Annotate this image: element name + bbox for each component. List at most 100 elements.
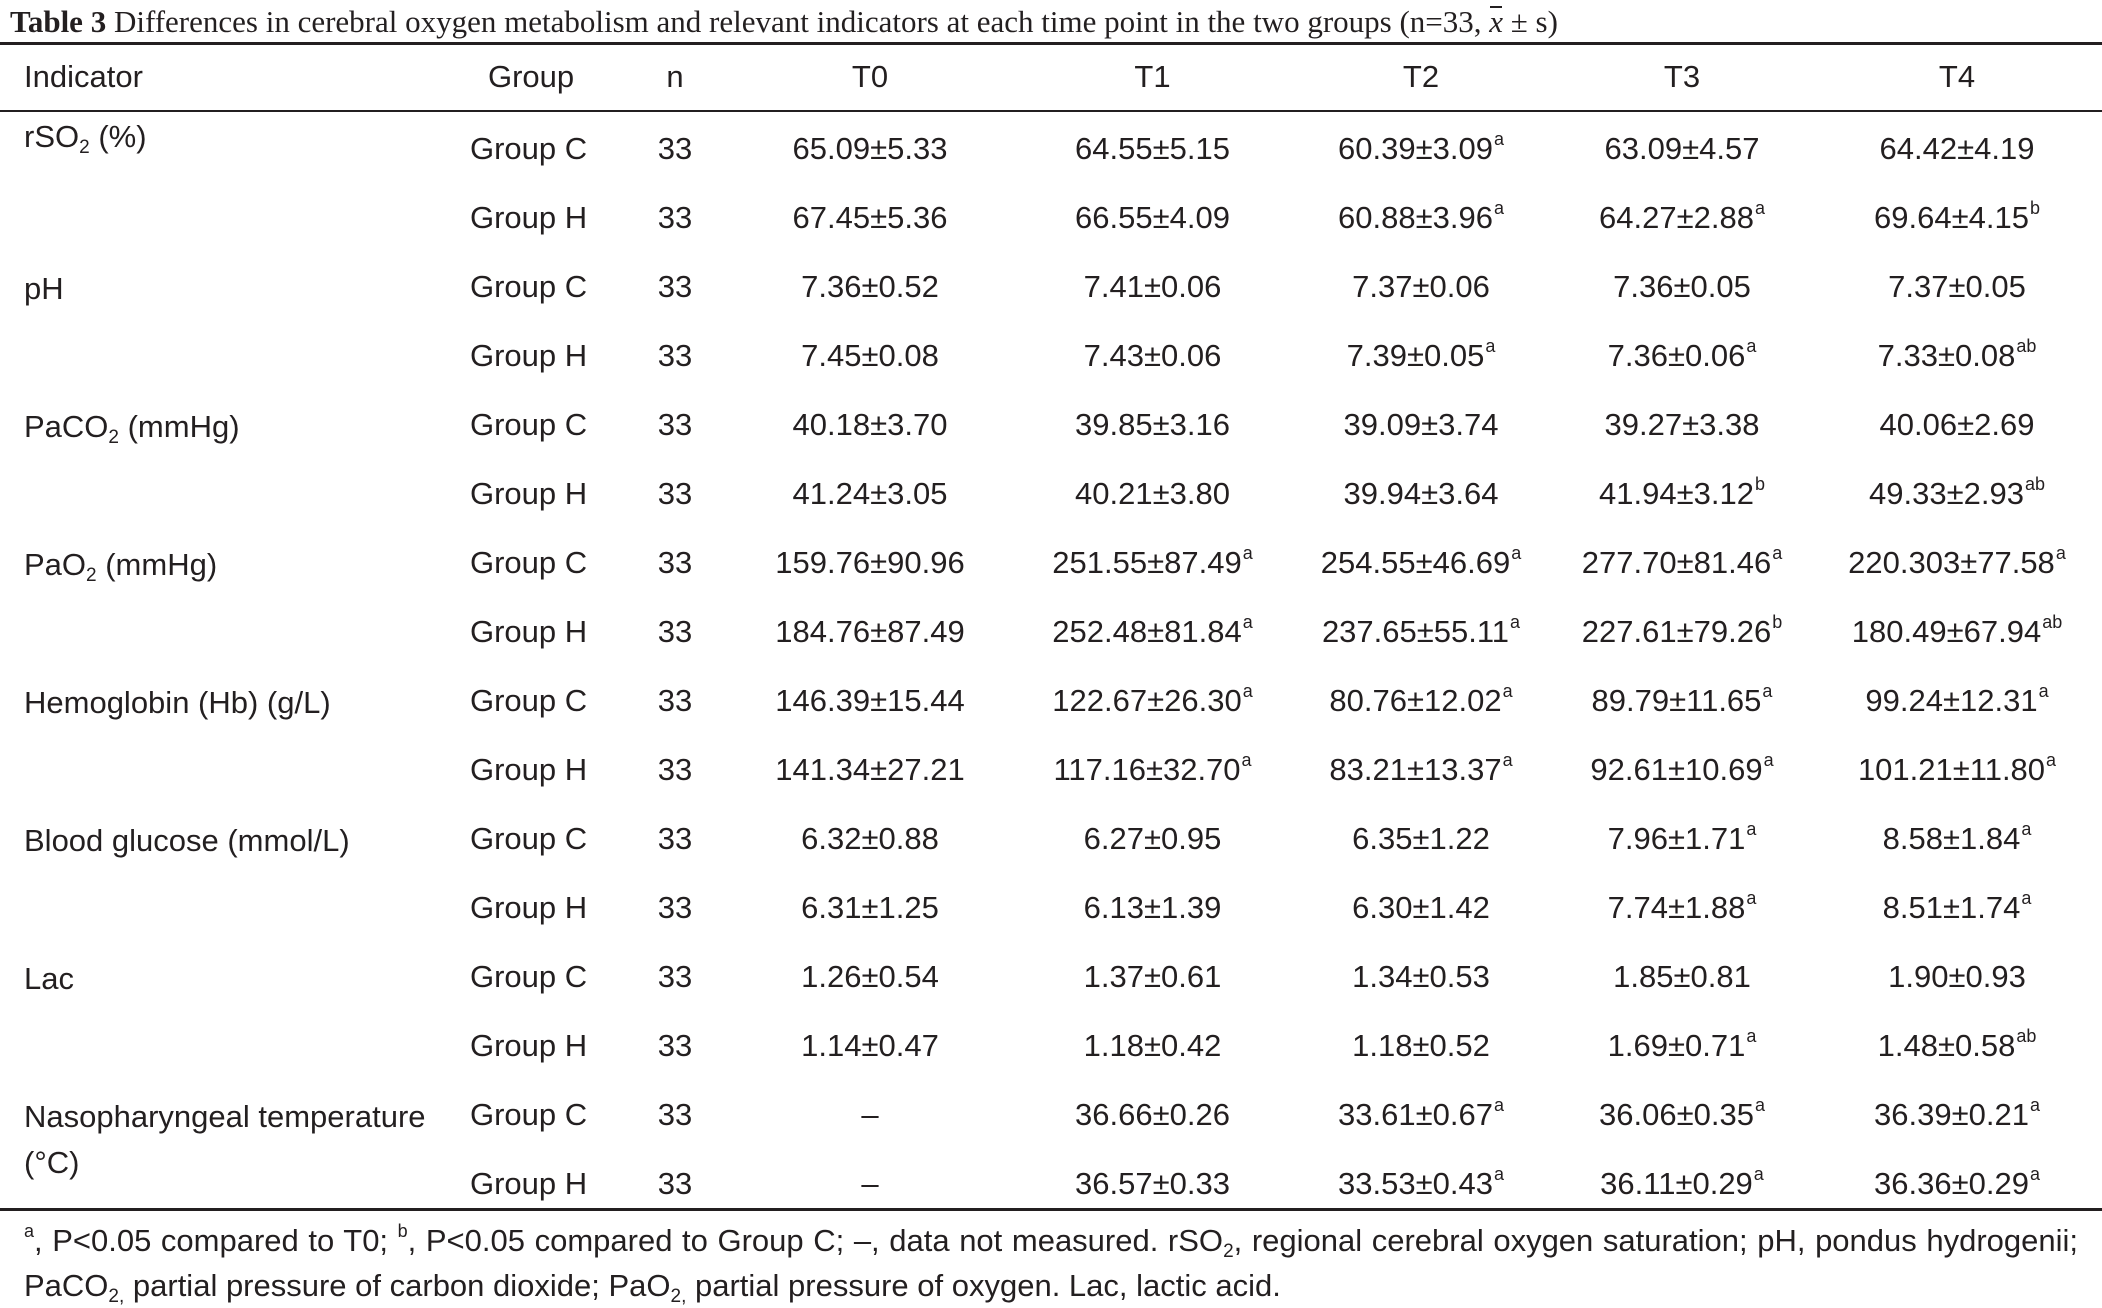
- value-cell-t2: 83.21±13.37a: [1290, 735, 1552, 804]
- group-cell: Group C: [470, 1096, 588, 1132]
- cell-value: 40.06±2.69: [1879, 406, 2035, 442]
- significance-mark: a: [2029, 1163, 2040, 1184]
- cell-value: 39.85±3.16: [1075, 406, 1230, 442]
- table-row: Group H 33 1.14±0.47 1.18±0.42 1.18±0.52 1.69…: [0, 1011, 2102, 1080]
- cell-value: 7.37±0.06: [1352, 268, 1490, 304]
- value-cell-t4: 101.21±11.80a: [1812, 735, 2102, 804]
- significance-mark: a: [1493, 197, 1504, 218]
- value-cell-t4: 40.06±2.69: [1812, 390, 2102, 459]
- indicator-unit: (%): [89, 119, 147, 154]
- cell-value: –: [861, 1096, 879, 1132]
- indicator-cell: Blood glucose (mmol/L): [0, 804, 470, 942]
- significance-mark: a: [1746, 887, 1757, 908]
- value-cell-t3: 227.61±79.26b: [1552, 597, 1812, 666]
- cell-value: 7.36±0.05: [1613, 268, 1751, 304]
- significance-mark: b: [2029, 197, 2040, 218]
- significance-mark: a: [1502, 749, 1513, 770]
- footnote-part-2: , P<0.05 compared to Group C; –, data no…: [407, 1223, 1224, 1258]
- value-cell-t3: 7.36±0.05: [1552, 252, 1812, 321]
- cell-value: 36.06±0.35: [1599, 1096, 1754, 1132]
- table-row: Group H 33 141.34±27.21 117.16±32.70a 83.21±…: [0, 735, 2102, 804]
- value-cell-t2: 1.18±0.52: [1290, 1011, 1552, 1080]
- value-cell-t2: 33.61±0.67a: [1290, 1080, 1552, 1149]
- value-cell-t4: 1.90±0.93: [1812, 942, 2102, 1011]
- cell-value: 92.61±10.69: [1590, 751, 1763, 787]
- cell-value: 146.39±15.44: [775, 682, 965, 718]
- cell-value: 60.39±3.09: [1338, 130, 1493, 166]
- indicator-cell: Nasopharyngeal temperature (°C): [0, 1080, 470, 1218]
- n-cell: 33: [657, 820, 693, 856]
- value-cell-t1: 7.41±0.06: [1015, 252, 1290, 321]
- cell-value: 1.69±0.71: [1607, 1027, 1746, 1063]
- n-cell: 33: [657, 199, 693, 235]
- cell-value: 67.45±5.36: [792, 199, 948, 235]
- value-cell-t0: 146.39±15.44: [725, 666, 1015, 735]
- value-cell-t4: 49.33±2.93ab: [1812, 459, 2102, 528]
- cell-value: 33.61±0.67: [1338, 1096, 1493, 1132]
- value-cell-t2: 254.55±46.69a: [1290, 528, 1552, 597]
- cell-value: 1.14±0.47: [801, 1027, 939, 1063]
- value-cell-t2: 39.94±3.64: [1290, 459, 1552, 528]
- value-cell-t1: 6.27±0.95: [1015, 804, 1290, 873]
- table-row: Group H 33 184.76±87.49 252.48±81.84a 237.65…: [0, 597, 2102, 666]
- cell-value: 60.88±3.96: [1338, 199, 1493, 235]
- value-cell-t0: 141.34±27.21: [725, 735, 1015, 804]
- significance-mark: ab: [2016, 335, 2037, 356]
- table-row: Group H 33 7.45±0.08 7.43±0.06 7.39±0.05a 7.3…: [0, 321, 2102, 390]
- significance-mark: a: [1493, 128, 1504, 149]
- cell-value: 64.55±5.15: [1075, 130, 1230, 166]
- cell-value: 41.24±3.05: [792, 475, 948, 511]
- table-bottom-rule: [0, 1208, 2102, 1211]
- value-cell-t1: 1.18±0.42: [1015, 1011, 1290, 1080]
- group-cell: Group H: [470, 751, 588, 787]
- table-row: Group H 33 41.24±3.05 40.21±3.80 39.94±3.64 4…: [0, 459, 2102, 528]
- significance-mark: a: [1242, 611, 1253, 632]
- indicator-name: PaO: [24, 547, 87, 582]
- cell-value: 49.33±2.93: [1869, 475, 2024, 511]
- significance-mark: a: [2038, 680, 2049, 701]
- cell-value: 36.11±0.29: [1600, 1165, 1753, 1201]
- significance-mark: ab: [2024, 473, 2045, 494]
- n-cell: 33: [657, 958, 693, 994]
- table-row: PaCO2 (mmHg) Group C 33 40.18±3.70 39.85±3.1…: [0, 390, 2102, 459]
- value-cell-t1: 64.55±5.15: [1015, 110, 1290, 183]
- table-body: rSO2 (%) Group C 33 65.09±5.33 64.55±5.15 60.…: [0, 110, 2102, 1218]
- indicator-unit: (mmHg): [119, 409, 240, 444]
- cell-value: 277.70±81.46: [1581, 544, 1772, 580]
- significance-mark: a: [1502, 680, 1513, 701]
- cell-value: 252.48±81.84: [1052, 613, 1242, 649]
- cell-value: 66.55±4.09: [1075, 199, 1230, 235]
- value-cell-t2: 1.34±0.53: [1290, 942, 1552, 1011]
- table-header-rule: [0, 110, 2102, 112]
- cell-value: 220.303±77.58: [1848, 544, 2055, 580]
- footnote-sub-3: 2,: [670, 1286, 687, 1307]
- value-cell-t1: 39.85±3.16: [1015, 390, 1290, 459]
- group-cell: Group C: [470, 406, 588, 442]
- group-cell: Group C: [470, 820, 588, 856]
- footnote-sub-2: 2,: [108, 1286, 125, 1307]
- n-cell: 33: [657, 544, 693, 580]
- significance-mark: ab: [2042, 611, 2063, 632]
- value-cell-t2: 60.88±3.96a: [1290, 183, 1552, 252]
- significance-mark: a: [1485, 335, 1496, 356]
- header-t2: T2: [1402, 59, 1440, 94]
- footnote-part-4: partial pressure of carbon dioxide; PaO: [124, 1268, 671, 1303]
- value-cell-t3: 277.70±81.46a: [1552, 528, 1812, 597]
- cell-value: 80.76±12.02: [1329, 682, 1502, 718]
- table-row: Group H 33 6.31±1.25 6.13±1.39 6.30±1.42 7.74…: [0, 873, 2102, 942]
- value-cell-t2: 7.39±0.05a: [1290, 321, 1552, 390]
- value-cell-t0: 159.76±90.96: [725, 528, 1015, 597]
- table-row: Group H 33 67.45±5.36 66.55±4.09 60.88±3.96a…: [0, 183, 2102, 252]
- cell-value: 7.43±0.06: [1083, 337, 1222, 373]
- mean-symbol: x: [1489, 0, 1503, 44]
- value-cell-t0: 1.26±0.54: [725, 942, 1015, 1011]
- table-row: Nasopharyngeal temperature (°C) Group C 33…: [0, 1080, 2102, 1181]
- cell-value: 41.94±3.12: [1599, 475, 1754, 511]
- indicator-name: rSO: [24, 119, 80, 154]
- table-row: Hemoglobin (Hb) (g/L) Group C 33 146.39±15.…: [0, 666, 2102, 735]
- cell-value: 117.16±32.70: [1053, 751, 1241, 787]
- cell-value: 237.65±55.11: [1321, 613, 1510, 649]
- footnote-mark-b: b: [397, 1221, 408, 1241]
- table-top-rule: [0, 42, 2102, 45]
- cell-value: 7.41±0.06: [1083, 268, 1222, 304]
